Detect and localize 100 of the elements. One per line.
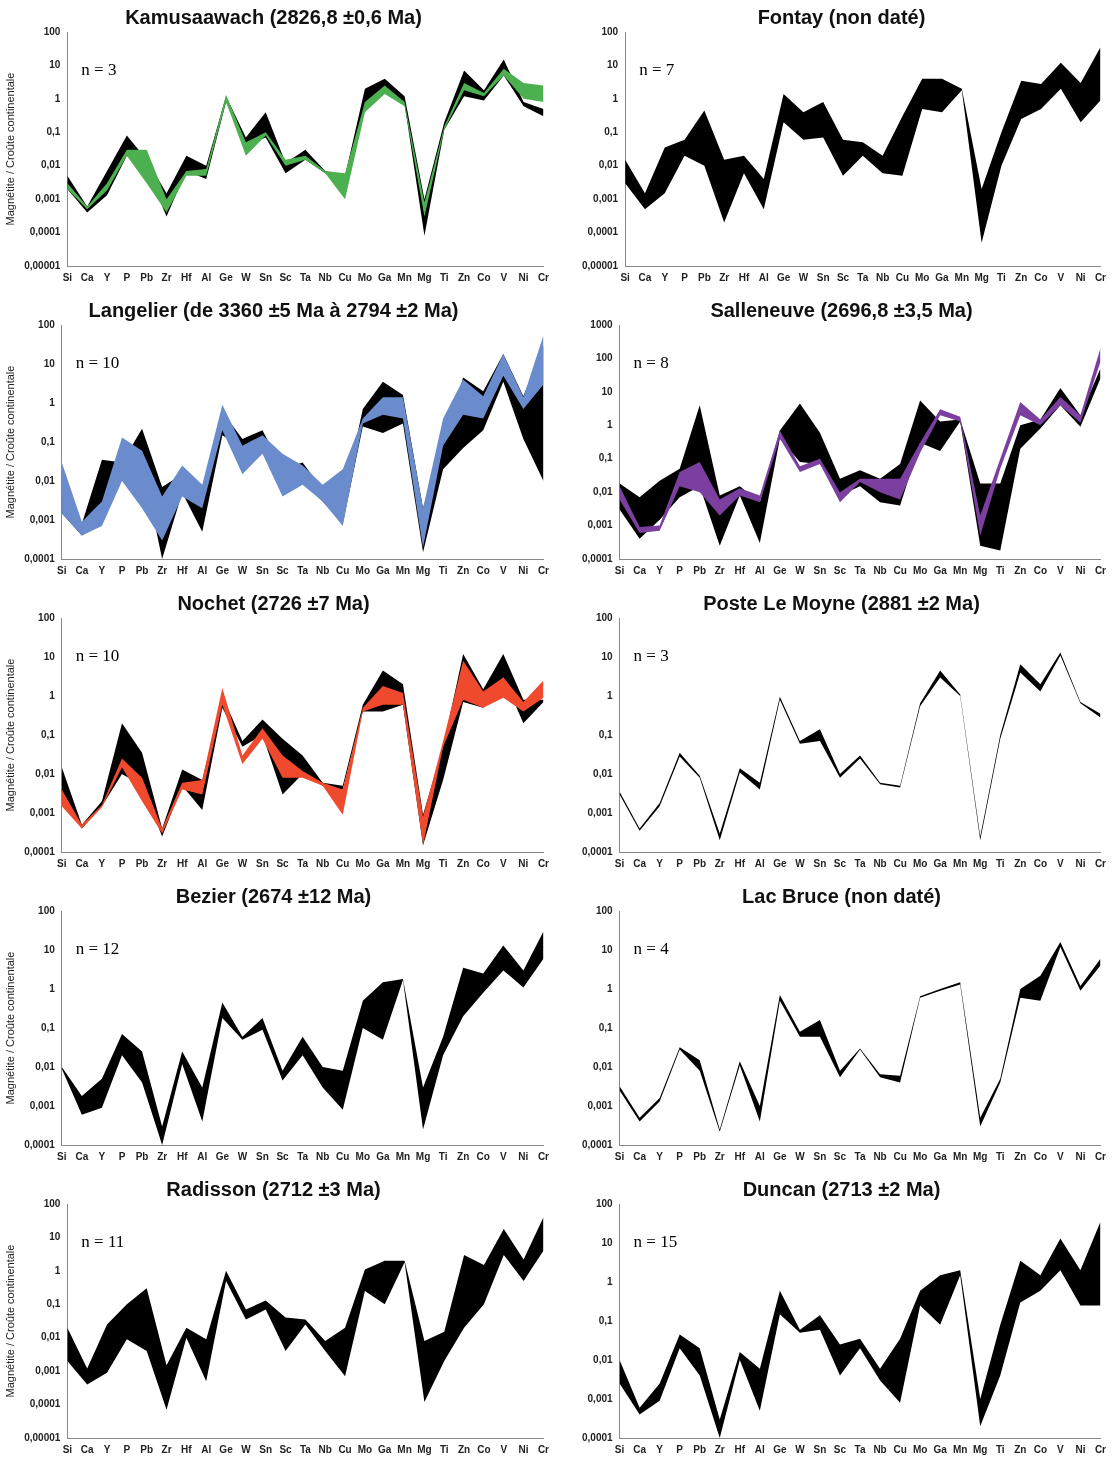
x-tick-label: Cr	[537, 1443, 550, 1455]
x-tick-label: Nb	[318, 271, 332, 283]
x-tick-label: Mo	[355, 1150, 371, 1162]
x-tick-label: Y	[98, 564, 106, 576]
x-tick-label: Sn	[256, 857, 269, 869]
x-tick-label: Co	[1033, 564, 1048, 576]
y-tick-label: 10	[43, 943, 56, 955]
x-tick-label: Sn	[259, 1443, 273, 1455]
y-tick-label: 0,001	[29, 806, 56, 818]
chart-title: Poste Le Moyne (2881 ±2 Ma)	[703, 591, 980, 614]
x-tick-label: Ni	[1075, 857, 1086, 869]
x-tick-label: Zr	[157, 857, 168, 869]
x-tick-label: Si	[57, 857, 67, 869]
x-tick-label: Hf	[734, 857, 746, 869]
y-tick-label: 0,001	[587, 806, 614, 818]
y-tick-label: 0,001	[587, 1392, 614, 1404]
x-tick-label: Ti	[439, 271, 449, 283]
y-tick-label: 0,01	[598, 159, 619, 171]
x-tick-label: Al	[754, 857, 766, 869]
y-tick-label: 0,0001	[581, 1431, 614, 1443]
x-tick-label: W	[241, 1443, 252, 1455]
x-tick-label: Mn	[395, 564, 411, 576]
y-tick-label: 0,0001	[24, 552, 56, 564]
x-tick-label: Ge	[219, 271, 234, 283]
x-tick-label: W	[795, 1443, 806, 1455]
y-tick-label: 10	[49, 1231, 61, 1243]
x-tick-label: Si	[57, 564, 67, 576]
x-tick-label: Y	[656, 1150, 664, 1162]
y-tick-label: 0,001	[593, 192, 619, 204]
x-tick-label: Pb	[693, 857, 707, 869]
x-tick-label: Cu	[893, 1150, 907, 1162]
y-tick-label: 0,0001	[587, 226, 619, 238]
x-tick-label: Zr	[161, 271, 172, 283]
y-tick-label: 100	[43, 1197, 61, 1209]
y-tick-label: 1	[612, 92, 619, 104]
x-tick-label: Mg	[417, 1443, 432, 1455]
x-tick-label: Cr	[1094, 564, 1107, 576]
x-tick-label: Mn	[397, 271, 412, 283]
x-tick-label: V	[499, 857, 507, 869]
x-tick-label: Ta	[854, 564, 866, 576]
x-tick-label: Si	[620, 271, 631, 283]
y-tick-label: 0,00001	[24, 1431, 61, 1443]
x-tick-label: W	[237, 1150, 248, 1162]
x-tick-label: Hf	[181, 271, 193, 283]
annotation: n = 3	[633, 645, 669, 665]
chart-title: Duncan (2713 ±2 Ma)	[742, 1177, 941, 1200]
chart-title: Kamusaawach (2826,8 ±0,6 Ma)	[125, 5, 422, 28]
x-tick-label: Sc	[276, 857, 290, 869]
y-axis-title: Magnétite / Croûte continentale	[3, 951, 16, 1105]
x-tick-label: Ni	[518, 271, 529, 283]
y-tick-label: 0,00001	[581, 259, 619, 271]
y-tick-label: 0,01	[35, 1060, 56, 1072]
x-tick-label: Al	[197, 564, 208, 576]
x-tick-label: Pb	[693, 1443, 707, 1455]
x-tick-label: Sn	[256, 564, 269, 576]
x-tick-label: Nb	[873, 1150, 887, 1162]
x-tick-label: Co	[1033, 1150, 1048, 1162]
chart-title: Radisson (2712 ±3 Ma)	[166, 1177, 381, 1200]
annotation: n = 12	[75, 938, 120, 958]
y-tick-label: 0,0001	[24, 1138, 56, 1150]
x-tick-label: Ga	[933, 1443, 948, 1455]
x-tick-label: Sn	[813, 564, 827, 576]
x-tick-label: Al	[754, 1443, 766, 1455]
x-tick-label: Ge	[219, 1443, 234, 1455]
x-tick-label: Ti	[995, 1443, 1005, 1455]
x-tick-label: Cr	[537, 564, 550, 576]
x-tick-label: Si	[614, 857, 625, 869]
annotation: n = 4	[633, 938, 670, 958]
x-tick-label: Mg	[973, 1150, 988, 1162]
x-tick-label: Mg	[417, 271, 432, 283]
x-tick-label: Ge	[773, 1443, 787, 1455]
x-tick-label: Ge	[215, 857, 230, 869]
x-tick-label: Ga	[933, 857, 948, 869]
y-tick-label: 1	[49, 982, 56, 994]
x-tick-label: Mo	[355, 564, 371, 576]
y-tick-label: 0,00001	[24, 259, 61, 271]
y-tick-label: 0,001	[29, 1099, 56, 1111]
y-tick-label: 0,1	[598, 728, 614, 740]
x-tick-label: Cu	[336, 1150, 350, 1162]
x-tick-label: Mn	[395, 857, 411, 869]
x-tick-label: Ta	[297, 564, 309, 576]
y-tick-label: 0,0001	[581, 552, 614, 564]
x-tick-label: Pb	[697, 271, 711, 283]
x-tick-label: Mo	[912, 1443, 928, 1455]
y-tick-label: 0,1	[46, 126, 61, 138]
x-tick-label: Si	[62, 271, 73, 283]
x-tick-label: Si	[614, 1443, 625, 1455]
x-tick-label: Sc	[833, 1150, 847, 1162]
x-tick-label: Mo	[912, 564, 928, 576]
x-tick-label: Pb	[135, 857, 149, 869]
x-tick-label: Sn	[816, 271, 830, 283]
annotation: n = 7	[639, 59, 675, 79]
y-axis-title: Magnétite / Croûte continentale	[3, 1244, 16, 1398]
x-tick-label: Si	[614, 564, 625, 576]
y-tick-label: 10	[43, 650, 56, 662]
y-tick-label: 0,0001	[581, 845, 614, 857]
x-tick-label: Nb	[875, 271, 890, 283]
annotation: n = 10	[75, 352, 120, 372]
x-tick-label: Ni	[518, 857, 529, 869]
x-tick-label: Mg	[974, 271, 989, 283]
